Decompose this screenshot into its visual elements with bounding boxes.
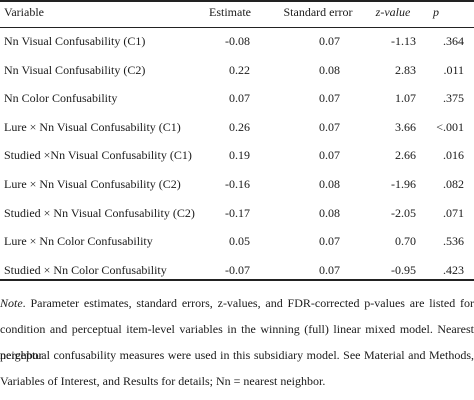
row-standard-error: 0.07 [319,234,340,248]
row-p-value: .364 [443,34,464,48]
row-estimate: -0.16 [225,177,250,191]
header-z-value: z-value [364,5,422,19]
table-note: Note. Parameter estimates, standard erro… [0,290,474,394]
row-z-value: 1.07 [395,91,416,105]
row-estimate: 0.26 [229,120,250,134]
row-variable: Studied ×Nn Visual Confusability (C1) [4,148,192,162]
row-variable: Nn Color Confusability [4,91,118,105]
row-estimate: 0.19 [229,148,250,162]
row-z-value: -1.13 [391,34,416,48]
row-standard-error: 0.07 [319,91,340,105]
row-p-value: .071 [443,206,464,220]
row-variable: Lure × Nn Visual Confusability (C1) [4,120,181,134]
header-variable: Variable [4,5,44,19]
row-z-value: -0.95 [391,263,416,277]
header-p-value: p [416,5,456,19]
table-header-rule [0,27,474,28]
row-standard-error: 0.08 [319,206,340,220]
header-p-value-text: p [433,5,439,19]
row-p-value: <.001 [436,120,464,134]
header-z-value-text: z-value [375,5,411,19]
note-label: Note [0,296,23,310]
row-estimate: 0.05 [229,234,250,248]
row-p-value: .423 [443,263,464,277]
row-standard-error: 0.08 [319,177,340,191]
row-variable: Studied × Nn Visual Confusability (C2) [4,206,195,220]
row-z-value: -2.05 [391,206,416,220]
row-estimate: -0.17 [225,206,250,220]
row-estimate: 0.07 [229,91,250,105]
header-standard-error: Standard error [283,5,353,19]
row-variable: Studied × Nn Color Confusability [4,263,167,277]
row-estimate: -0.07 [225,263,250,277]
row-standard-error: 0.07 [319,34,340,48]
row-variable: Lure × Nn Visual Confusability (C2) [4,177,181,191]
note-line-3: perceptual confusability measures were u… [0,348,474,362]
row-z-value: 2.83 [395,63,416,77]
row-estimate: 0.22 [229,63,250,77]
row-estimate: -0.08 [225,34,250,48]
note-line-1: . Parameter estimates, standard errors, … [22,296,474,310]
row-z-value: 3.66 [395,120,416,134]
row-p-value: .016 [443,148,464,162]
row-z-value: 0.70 [395,234,416,248]
row-standard-error: 0.07 [319,148,340,162]
row-p-value: .082 [443,177,464,191]
row-p-value: .375 [443,91,464,105]
row-p-value: .536 [443,234,464,248]
row-z-value: 2.66 [395,148,416,162]
row-standard-error: 0.07 [319,263,340,277]
row-variable: Nn Visual Confusability (C2) [4,63,146,77]
table-top-rule [0,0,474,2]
note-line: Note. Parameter estimates, standard erro… [0,290,474,316]
row-standard-error: 0.08 [319,63,340,77]
table-bottom-rule [0,279,474,281]
row-variable: Lure × Nn Color Confusability [4,234,153,248]
note-line-4: Variables of Interest, and Results for d… [0,374,326,388]
header-estimate: Estimate [209,5,251,19]
row-p-value: .011 [443,63,464,77]
note-line-2: condition and perceptual item-level vari… [0,322,474,362]
row-variable: Nn Visual Confusability (C1) [4,34,146,48]
row-z-value: -1.96 [391,177,416,191]
row-standard-error: 0.07 [319,120,340,134]
